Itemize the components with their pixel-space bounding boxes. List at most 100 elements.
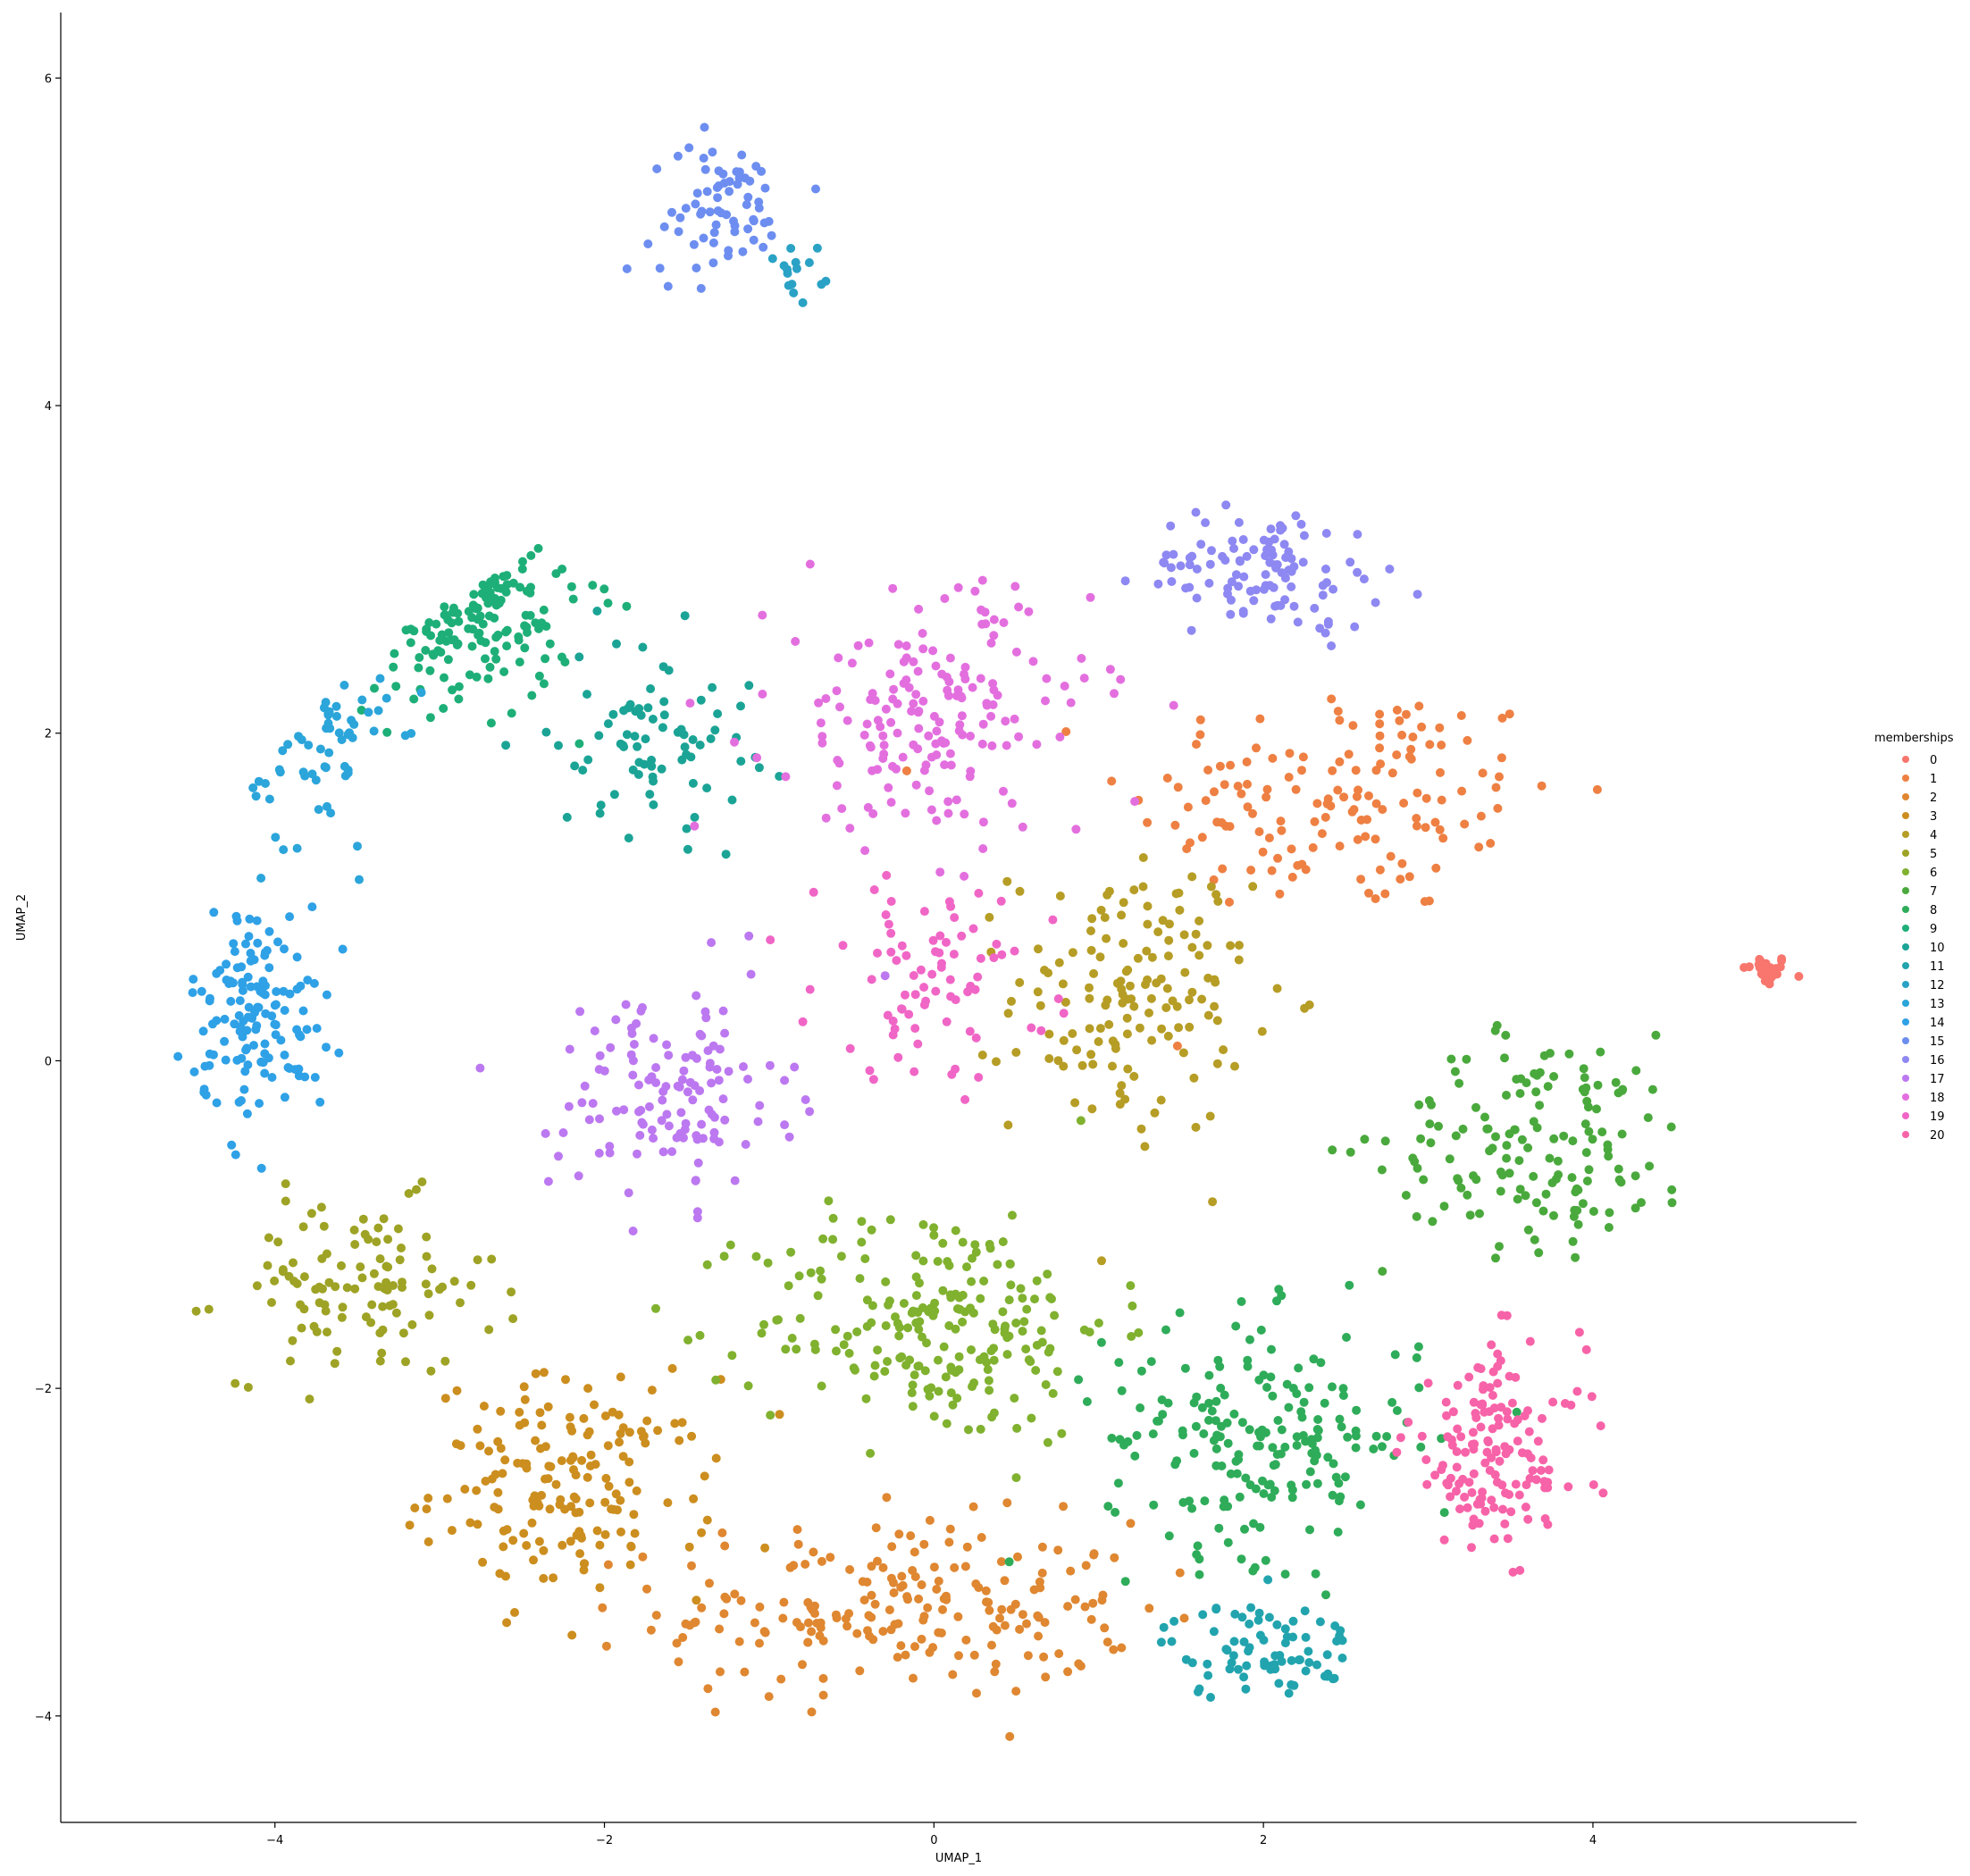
data-point [692,1053,701,1063]
data-point [1477,1493,1487,1503]
data-point [625,699,635,709]
data-point [719,1252,729,1261]
data-point [188,988,197,998]
data-point [1308,842,1318,852]
data-point [1631,1066,1641,1076]
data-point [1259,535,1269,545]
data-point [1036,1026,1046,1035]
data-point [574,739,584,749]
data-point [244,932,254,942]
data-point [890,1024,900,1034]
data-point [942,1591,951,1601]
data-point [624,833,633,843]
data-point [992,939,1002,949]
data-point [507,1287,516,1297]
data-point [940,594,950,603]
data-point [616,1428,625,1438]
data-point [549,1573,558,1583]
data-point [1376,759,1386,769]
data-point [842,716,852,725]
data-point [1761,959,1771,968]
data-point [575,1007,585,1017]
data-point [357,1273,367,1283]
data-point [1277,1425,1287,1435]
data-point [1192,593,1202,603]
data-point [976,674,985,683]
data-point [1270,534,1279,544]
data-point [1491,1132,1500,1142]
data-point [1351,1431,1361,1441]
data-point [651,1611,661,1621]
data-point [535,1408,545,1418]
data-point [1439,1202,1449,1211]
data-point [1281,553,1291,563]
data-point [1237,1418,1247,1428]
data-point [608,1407,617,1417]
data-point [929,1562,939,1572]
data-point [1097,1595,1107,1605]
data-point [1489,1534,1499,1544]
data-point [337,1312,347,1322]
data-point [1446,1054,1456,1064]
data-point [541,654,550,664]
data-point [1395,716,1404,725]
data-point [599,584,609,594]
data-point [498,1469,507,1478]
data-point [1044,1054,1054,1063]
data-point [1260,1657,1270,1667]
data-point [1164,935,1174,945]
data-point [684,1542,694,1552]
data-point [1072,1045,1082,1055]
data-point [870,1599,880,1609]
data-point [1492,1020,1502,1030]
data-point [708,258,718,268]
data-point [1545,1153,1555,1163]
data-point [1323,1453,1333,1462]
data-point [960,1562,970,1571]
data-point [1297,766,1306,775]
data-point [1454,1078,1464,1088]
data-point [1024,1355,1034,1365]
data-point [695,741,705,750]
data-point [476,636,486,646]
data-point [1243,779,1252,789]
data-point [1044,1347,1053,1357]
data-point [1076,1116,1086,1126]
data-point [389,662,398,672]
data-point [1592,1104,1601,1114]
data-point [1102,1637,1112,1647]
data-point [1279,540,1289,549]
data-point [1276,521,1285,531]
data-point [520,643,530,653]
data-point [828,1213,838,1223]
data-point [901,990,910,1000]
legend-label: 3 [1930,810,1937,824]
data-point [928,646,938,656]
data-point [585,1498,595,1508]
data-point [893,1052,903,1062]
data-point [1003,1009,1013,1018]
data-point [918,1256,928,1266]
data-point [911,1291,921,1301]
data-point [1667,1198,1677,1208]
data-point [1220,780,1229,790]
data-point [1436,767,1445,777]
data-point [466,1280,476,1290]
data-point [958,1290,968,1300]
data-point [1460,819,1470,829]
data-point [1421,793,1431,803]
data-point [541,1474,549,1484]
data-point [1480,1458,1490,1468]
data-point [737,150,747,160]
data-point [1204,1398,1214,1408]
data-point [1299,1397,1309,1407]
data-point [681,204,691,214]
data-point [743,224,753,234]
data-point [379,1214,389,1224]
data-point [229,939,239,949]
data-point [209,908,219,917]
data-point [485,662,495,672]
data-point [280,944,289,954]
legend-swatch [1902,925,1909,932]
data-point [1353,530,1362,540]
